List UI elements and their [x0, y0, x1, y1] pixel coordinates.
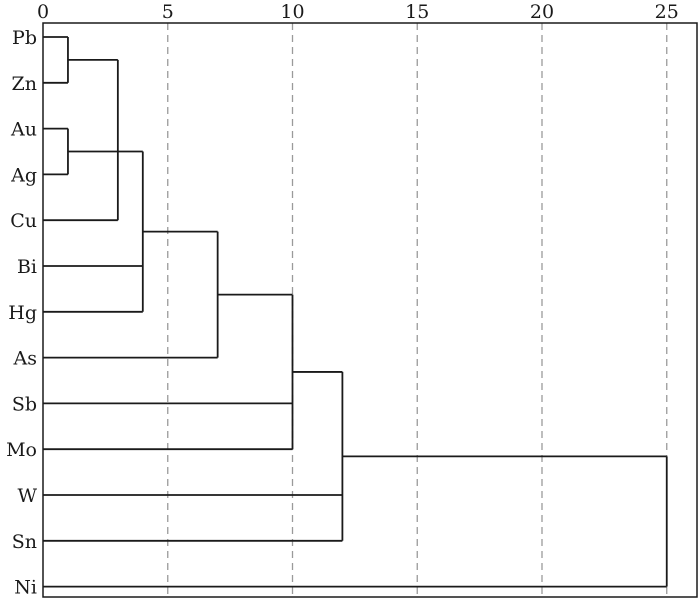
x-axis-ticks: 0 5 10 15 20 25 — [37, 1, 679, 23]
leaf-label-sn: Sn — [12, 531, 37, 553]
x-tick-label: 25 — [655, 1, 679, 23]
x-tick-label: 5 — [162, 1, 174, 23]
x-tick-label: 15 — [405, 1, 429, 23]
leaf-label-w: W — [17, 485, 37, 507]
leaf-label-sb: Sb — [12, 393, 37, 415]
plot-frame — [42, 22, 698, 598]
x-tick-label: 10 — [280, 1, 304, 23]
leaf-label-cu: Cu — [10, 210, 37, 232]
leaf-label-au: Au — [10, 119, 37, 141]
leaf-label-pb: Pb — [12, 27, 37, 49]
x-tick-label: 0 — [37, 1, 49, 23]
dendrogram-links — [43, 36, 668, 588]
x-tick-label: 20 — [530, 1, 554, 23]
leaf-label-bi: Bi — [17, 256, 37, 278]
leaf-label-ag: Ag — [10, 164, 37, 186]
leaf-label-as: As — [13, 348, 37, 370]
leaf-label-hg: Hg — [8, 302, 37, 324]
leaf-label-zn: Zn — [12, 73, 37, 95]
grid-lines — [167, 23, 668, 597]
leaf-labels: Pb Zn Au Ag Cu Bi Hg As Sb Mo W Sn Ni — [6, 27, 37, 599]
leaf-label-mo: Mo — [6, 439, 37, 461]
leaf-label-ni: Ni — [14, 577, 37, 599]
